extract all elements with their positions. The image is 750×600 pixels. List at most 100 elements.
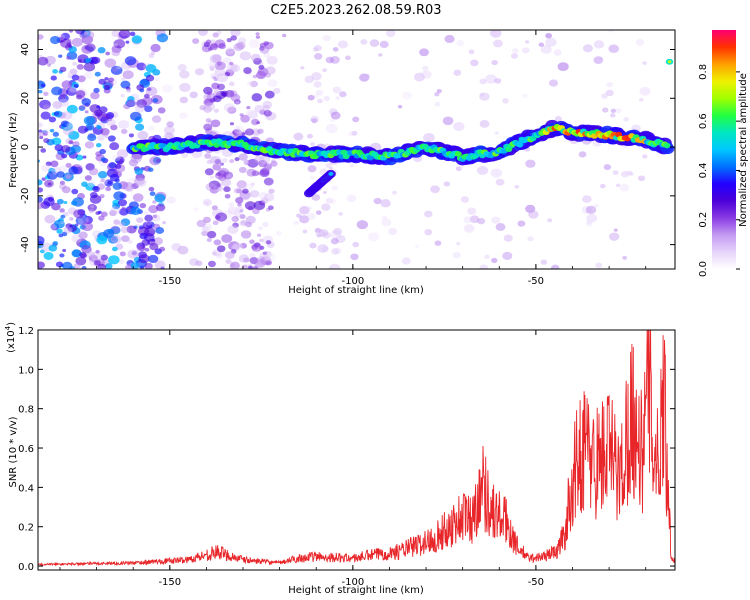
noise-blob: [642, 61, 647, 65]
noise-blob: [59, 37, 66, 43]
snr-xlabel: Height of straight line (km): [288, 585, 424, 596]
noise-blob: [270, 160, 278, 167]
noise-blob: [601, 93, 608, 99]
noise-blob: [40, 83, 46, 88]
noise-blob: [193, 207, 199, 212]
noise-blob: [126, 88, 132, 93]
noise-blob: [206, 91, 212, 96]
noise-blob: [134, 168, 144, 175]
noise-blob: [145, 74, 155, 82]
spectrogram-ylabel: Frequency (Hz): [8, 112, 19, 188]
noise-blob: [125, 86, 131, 91]
colorbar-tick-label: 0.2: [698, 212, 709, 228]
noise-blob: [514, 184, 520, 189]
noise-blob: [149, 156, 161, 166]
noise-blob: [116, 149, 129, 159]
noise-blob: [593, 56, 604, 65]
noise-blob: [356, 220, 369, 230]
noise-blob: [51, 86, 63, 96]
noise-blob: [452, 251, 461, 259]
noise-blob: [373, 197, 382, 205]
noise-blob: [50, 160, 59, 168]
noise-blob: [52, 100, 63, 109]
noise-blob: [60, 214, 66, 219]
noise-blob: [43, 129, 50, 135]
noise-blob: [112, 246, 118, 252]
noise-blob: [352, 241, 360, 248]
noise-blob: [314, 227, 321, 233]
noise-blob: [495, 223, 506, 231]
noise-blob: [240, 230, 252, 239]
noise-blob: [554, 116, 562, 122]
noise-blob: [299, 206, 310, 215]
noise-blob: [143, 210, 149, 216]
noise-blob: [100, 254, 108, 261]
noise-blob: [108, 235, 119, 244]
noise-blob: [75, 90, 86, 98]
noise-blob: [346, 194, 357, 203]
noise-blob: [112, 182, 122, 190]
noise-blob: [61, 186, 71, 194]
colorbar-ticks: 0.0 0.2 0.4 0.6 0.8: [698, 64, 740, 277]
noise-blob: [369, 39, 380, 47]
noise-blob: [111, 30, 120, 37]
noise-blob: [154, 193, 166, 203]
y-tick-label: 0: [20, 144, 31, 150]
noise-blob: [477, 217, 486, 225]
spectrogram-xlabel: Height of straight line (km): [288, 285, 424, 296]
noise-blob: [205, 118, 212, 123]
noise-blob: [145, 86, 158, 96]
noise-blob: [150, 43, 161, 53]
noise-blob: [97, 210, 102, 214]
noise-blob: [313, 44, 322, 52]
noise-blob: [127, 239, 133, 244]
noise-blob: [434, 240, 442, 246]
noise-blob: [490, 30, 502, 38]
noise-blob: [177, 245, 189, 255]
noise-blob: [328, 263, 341, 269]
noise-blob: [94, 71, 101, 77]
noise-blob: [83, 115, 96, 126]
noise-blob: [44, 214, 56, 224]
noise-blob: [226, 173, 233, 179]
spectrogram-heatmap: [38, 30, 675, 269]
noise-blob: [59, 183, 67, 190]
spectrogram-panel: -150 -100 -50 -40 -20 0 20 40 Height of straigh…: [8, 29, 676, 296]
noise-blob: [198, 30, 208, 36]
noise-blob: [329, 166, 334, 170]
noise-blob: [207, 260, 216, 268]
noise-blob: [199, 105, 206, 111]
noise-blob: [43, 251, 54, 260]
noise-blob: [553, 49, 562, 56]
noise-blob: [216, 30, 222, 35]
noise-blob: [581, 205, 592, 214]
noise-blob: [94, 109, 103, 117]
noise-blob: [485, 74, 497, 84]
noise-blob: [232, 129, 240, 136]
noise-blob: [169, 133, 176, 139]
noise-blob: [71, 200, 78, 206]
noise-blob: [87, 133, 97, 142]
noise-blob: [39, 249, 45, 254]
noise-blob: [66, 175, 71, 179]
noise-blob: [239, 214, 246, 220]
noise-blob: [236, 188, 243, 194]
noise-blob: [208, 155, 218, 163]
noise-blob: [245, 221, 253, 228]
ridge-core: [663, 142, 671, 149]
noise-blob: [53, 219, 65, 229]
noise-blob: [195, 260, 203, 267]
noise-blob: [234, 157, 240, 162]
noise-blob: [352, 116, 360, 123]
noise-blob: [99, 178, 108, 185]
noise-blob: [124, 56, 137, 66]
noise-blob: [350, 253, 359, 261]
noise-blob: [93, 259, 101, 266]
noise-blob: [216, 83, 226, 91]
noise-blob: [97, 170, 108, 179]
noise-blob: [62, 261, 73, 269]
noise-blob: [262, 251, 268, 256]
noise-blob: [129, 111, 142, 121]
noise-blob: [251, 243, 263, 252]
noise-blob: [215, 172, 221, 177]
